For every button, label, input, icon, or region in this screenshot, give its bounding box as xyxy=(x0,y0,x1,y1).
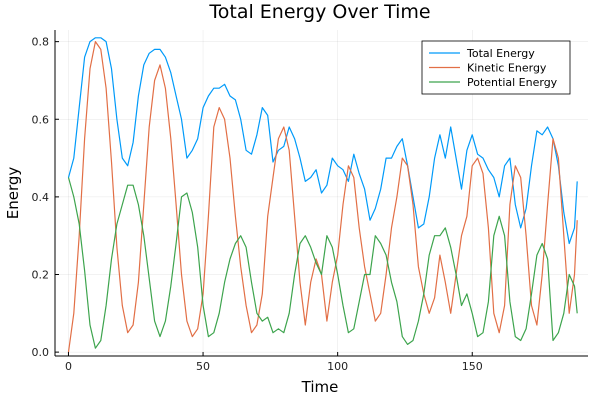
x-axis-label: Time xyxy=(301,378,339,396)
y-tick-label-3: 0.6 xyxy=(32,113,50,126)
chart-title: Total Energy Over Time xyxy=(208,1,430,23)
x-tick-label-2: 100 xyxy=(327,360,348,373)
legend-label-1: Kinetic Energy xyxy=(467,62,547,75)
series-lines xyxy=(67,37,578,353)
x-axis-ticks: 0 50 100 150 xyxy=(65,352,483,373)
y-axis-ticks: 0.0 0.2 0.4 0.6 0.8 xyxy=(32,36,59,359)
y-tick-label-1: 0.2 xyxy=(32,269,50,282)
x-tick-label-0: 0 xyxy=(65,360,72,373)
x-tick-label-1: 50 xyxy=(196,360,210,373)
series-line-kinetic-energy xyxy=(67,40,578,353)
y-tick-label-0: 0.0 xyxy=(32,346,50,359)
series-line-potential-energy xyxy=(67,177,578,349)
x-tick-label-3: 150 xyxy=(462,360,483,373)
axes xyxy=(54,30,588,357)
legend-label-2: Potential Energy xyxy=(467,76,558,89)
y-axis-label: Energy xyxy=(4,167,22,220)
y-tick-label-4: 0.8 xyxy=(32,36,50,49)
y-tick-label-2: 0.4 xyxy=(32,191,50,204)
legend-label-0: Total Energy xyxy=(466,47,535,60)
series-line-total-energy xyxy=(67,37,578,245)
